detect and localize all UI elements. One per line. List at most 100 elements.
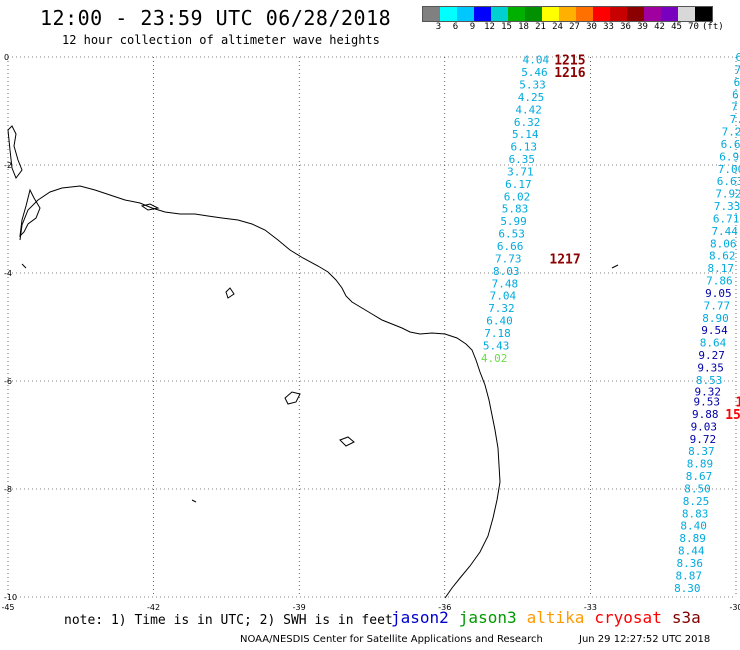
wave-height-value: 6.13 bbox=[511, 141, 538, 154]
wave-height-value: 8.44 bbox=[678, 545, 705, 558]
wave-height-value: 7.48 bbox=[492, 277, 519, 290]
island-4 bbox=[611, 264, 619, 269]
wave-height-value: 4.42 bbox=[515, 103, 542, 116]
pass-time-label: 15 bbox=[725, 408, 740, 423]
colorbar-swatch bbox=[474, 7, 491, 21]
wave-height-value: 8.89 bbox=[679, 532, 706, 545]
colorbar-swatch bbox=[678, 7, 695, 21]
wave-height-value: 8.25 bbox=[683, 495, 710, 508]
wave-height-value: 9.53 bbox=[693, 396, 720, 409]
wave-height-value: 8.03 bbox=[493, 265, 520, 278]
wave-height-value: 6.32 bbox=[514, 116, 541, 129]
wave-height-value: 7.2 bbox=[731, 101, 740, 114]
wave-height-value: 6.90 bbox=[719, 150, 740, 163]
colorbar-label: 12 bbox=[484, 22, 495, 32]
wave-height-value: 6.17 bbox=[505, 178, 532, 191]
wave-height-value: 7.44 bbox=[711, 225, 738, 238]
island-5 bbox=[140, 203, 160, 211]
wave-height-value: 7.00 bbox=[718, 163, 740, 176]
legend-entry: jason3 bbox=[458, 608, 517, 627]
colorbar-swatch bbox=[644, 7, 661, 21]
altimeter-track-right: 6.07.36.86.57.27.77.286.646.907.006.637.… bbox=[674, 51, 740, 595]
wave-height-value: 7.3 bbox=[735, 63, 740, 76]
wave-height-value: 8.90 bbox=[702, 312, 729, 325]
timestamp-text: Jun 29 12:27:52 UTC 2018 bbox=[579, 634, 711, 645]
wave-height-value: 7.7 bbox=[730, 113, 740, 126]
wave-height-value: 5.43 bbox=[483, 339, 510, 352]
colorbar-swatch bbox=[627, 7, 644, 21]
axis-tick-labels: -45 -42 -39 -36 -33 -30 0 -2 -4 -6 -8 -10 bbox=[1, 53, 740, 612]
wave-height-colorbar bbox=[422, 6, 713, 22]
wave-height-value: 8.53 bbox=[696, 374, 723, 387]
south-america-coastline bbox=[19, 185, 501, 599]
wave-height-value: 8.83 bbox=[682, 507, 709, 520]
wave-height-value: 8.50 bbox=[684, 482, 711, 495]
wave-height-value: 8.30 bbox=[674, 582, 701, 595]
lon-tick-label: -36 bbox=[438, 603, 451, 612]
wave-height-value: 6.5 bbox=[732, 88, 740, 101]
lat-tick-label: -10 bbox=[4, 593, 17, 602]
lat-lon-grid bbox=[7, 56, 737, 598]
colorbar-label: 45 bbox=[671, 22, 682, 32]
colorbar-swatch bbox=[593, 7, 610, 21]
lon-tick-label: -33 bbox=[584, 603, 597, 612]
lat-tick-label: -8 bbox=[4, 485, 12, 494]
pass-time-label: 1 bbox=[735, 396, 740, 411]
colorbar-label: 42 bbox=[654, 22, 665, 32]
wave-height-value: 6.64 bbox=[721, 138, 740, 151]
colorbar-swatch bbox=[559, 7, 576, 21]
colorbar-swatch bbox=[508, 7, 525, 21]
pass-time-label: 1216 bbox=[554, 66, 585, 81]
pass-time-label: 1215 bbox=[554, 54, 585, 69]
pass-time-label: 1217 bbox=[549, 252, 580, 267]
colorbar-label: 24 bbox=[552, 22, 563, 32]
wave-height-value: 6.02 bbox=[504, 190, 531, 203]
wave-height-value: 7.86 bbox=[706, 275, 733, 288]
wave-height-value: 6.63 bbox=[717, 175, 740, 188]
colorbar-label: 33 bbox=[603, 22, 614, 32]
lon-tick-label: -39 bbox=[293, 603, 306, 612]
colorbar-swatch bbox=[695, 7, 712, 21]
footer-note: note: 1) Time is in UTC; 2) SWH is in fe… bbox=[64, 613, 393, 628]
altimeter-track-left: 4.045.465.334.254.426.325.146.136.353.71… bbox=[481, 54, 550, 365]
satellite-legend: jason2 jason3 altika cryosat s3a bbox=[391, 608, 711, 627]
coastal-detail-1 bbox=[7, 125, 23, 180]
lon-tick-label: -45 bbox=[1, 603, 14, 612]
colorbar-swatch bbox=[457, 7, 474, 21]
wave-height-value: 8.62 bbox=[709, 250, 736, 263]
wave-height-value: 4.04 bbox=[523, 54, 550, 67]
wave-height-value: 4.02 bbox=[481, 352, 508, 365]
lon-tick-label: -30 bbox=[729, 603, 740, 612]
wave-height-value: 7.04 bbox=[490, 290, 517, 303]
legend-entry: jason2 bbox=[391, 608, 449, 627]
colorbar-label: 18 bbox=[518, 22, 529, 32]
wave-height-value: 9.03 bbox=[691, 420, 718, 433]
wave-height-value: 9.72 bbox=[690, 433, 717, 446]
colorbar-label: 30 bbox=[586, 22, 597, 32]
colorbar-label: 70 bbox=[688, 22, 699, 32]
wave-height-value: 6.53 bbox=[498, 228, 525, 241]
wave-height-value: 7.28 bbox=[722, 126, 740, 139]
colorbar-swatch bbox=[423, 7, 440, 21]
wave-height-value: 8.36 bbox=[676, 557, 703, 570]
wave-height-value: 5.99 bbox=[500, 215, 527, 228]
lat-tick-label: -6 bbox=[4, 377, 12, 386]
credit-text: NOAA/NESDIS Center for Satellite Applica… bbox=[240, 634, 543, 645]
colorbar-swatch bbox=[440, 7, 457, 21]
colorbar-swatch bbox=[525, 7, 542, 21]
lat-tick-label: 0 bbox=[4, 53, 9, 62]
wave-height-value: 8.87 bbox=[676, 569, 703, 582]
colorbar-swatch bbox=[542, 7, 559, 21]
colorbar-label: 15 bbox=[501, 22, 512, 32]
coastal-detail-2 bbox=[19, 188, 41, 238]
legend-entry: s3a bbox=[671, 608, 701, 627]
island-7 bbox=[191, 499, 197, 503]
wave-height-value: 9.05 bbox=[705, 287, 732, 300]
wave-height-value: 3.71 bbox=[507, 165, 534, 178]
wave-height-value: 7.33 bbox=[714, 200, 740, 213]
island-1 bbox=[225, 287, 235, 299]
wave-height-value: 6.35 bbox=[509, 153, 536, 166]
legend-entry: cryosat bbox=[594, 608, 662, 627]
island-3 bbox=[339, 436, 355, 447]
